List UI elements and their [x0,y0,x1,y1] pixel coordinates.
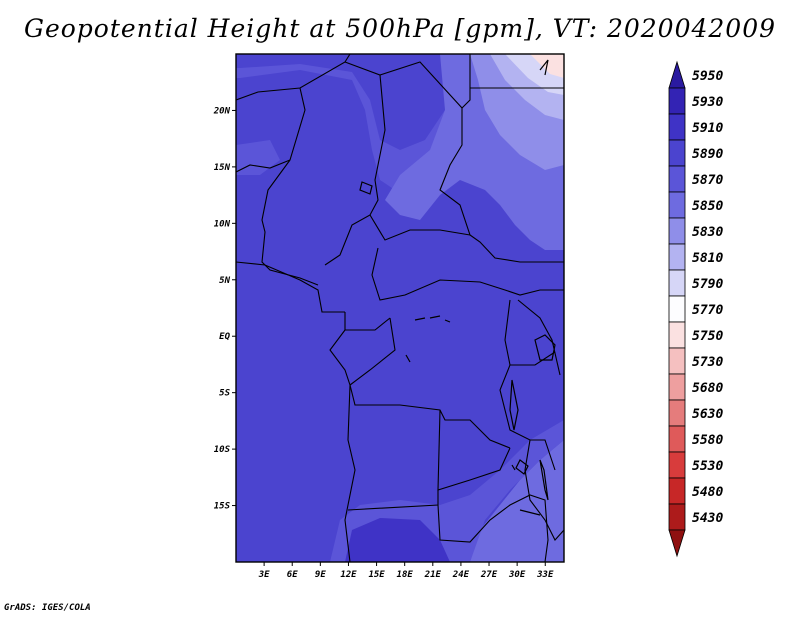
border-line [510,351,556,366]
colorbar-level-label: 5530 [692,459,723,474]
colorbar-cell [668,295,686,323]
colorbar: 5950 5930 5910 5890 5870 5850 5830 5810 5790 5770… [668,60,723,558]
border-line [329,329,511,449]
coastline [236,261,345,313]
colorbar-cell [668,113,686,141]
colorbar-level-label: 5950 [692,69,723,84]
colorbar-level-label: 5790 [692,277,723,292]
border-line [236,87,306,173]
height-field [236,54,564,562]
lat-tick-label: 15S [214,502,231,512]
colorbar-level-label: 5430 [692,511,723,526]
coastline [344,384,356,562]
lon-tick-label: 3E [258,570,270,580]
country-boundaries [236,54,564,562]
lon-tick-label: 9E [315,570,326,580]
lon-tick-label: 6E [287,570,298,580]
colorbar-cell [668,217,686,245]
colorbar-level-label: 5480 [692,485,723,500]
colorbar-cell [668,477,686,505]
lon-tick-label: 18E [397,570,414,580]
border-line [371,247,564,301]
colorbar-level-label: 5630 [692,407,723,422]
colorbar-level-label: 5730 [692,355,723,370]
lake-tanganyika [509,379,519,431]
border-line [437,409,511,491]
colorbar-cell [668,165,686,193]
colorbar-level-label: 5750 [692,329,723,344]
lake-malawi [539,459,549,501]
lat-tick-label: 5S [219,389,230,399]
border-line [437,494,549,562]
lon-tick-label: 12E [340,570,357,580]
border-line [517,299,561,376]
lat-tick-label: 5N [219,276,230,286]
lake-mweru [515,459,529,475]
colorbar-cell [668,191,686,219]
colorbar-level-label: 5910 [692,121,723,136]
lon-tick-label: 33E [536,570,554,580]
border-line [499,299,556,471]
border-line [369,214,471,241]
colorbar-level-label: 5870 [692,173,723,188]
lon-tick-label: 30E [508,570,526,580]
lakes [359,59,556,516]
colorbar-level-label: 5850 [692,199,723,214]
map-frame [235,53,565,563]
colorbar-cell [668,243,686,271]
colorbar-cell [668,373,686,401]
lake-chad [359,181,373,195]
axis-ticks: 20N 15N 10N 5N EQ 5S 10S 15S 3E 6E 9E 12E 15E 18E 21E 2… [213,106,554,580]
colorbar-top-triangle [668,60,686,89]
border-line [261,159,319,286]
colorbar-cell [668,269,686,297]
field-band-dark-south [345,518,450,562]
lon-tick-label: 27E [480,570,498,580]
colorbar-level-label: 5930 [692,95,723,110]
colorbar-level-label: 5680 [692,381,723,396]
colorbar-level-label: 5810 [692,251,723,266]
colorbar-level-label: 5580 [692,433,723,448]
field-band-mid [236,54,470,150]
colorbar-level-label: 5890 [692,147,723,162]
lat-tick-label: EQ [219,332,230,342]
border-line [344,312,391,331]
border-line [324,74,386,266]
colorbar-cell [668,425,686,453]
lon-tick-label: 21E [424,570,442,580]
border-line [461,54,471,109]
lat-tick-label: 20N [213,106,231,116]
river-congo [414,315,451,323]
colorbar-cell [668,451,686,479]
lat-tick-label: 10N [214,219,231,229]
colorbar-level-label: 5830 [692,225,723,240]
colorbar-cell [668,503,686,531]
lat-tick-label: 10S [214,445,231,455]
river-marks [405,59,549,363]
colorbar-bottom-triangle [668,529,686,558]
lat-tick-label: 15N [214,163,231,173]
grads-credit: GrADS: IGES/COLA [4,603,91,613]
colorbar-level-label: 5770 [692,303,723,318]
border-line [344,61,564,263]
lake-kariba [519,509,541,516]
lon-tick-label: 24E [452,570,470,580]
colorbar-cell [668,87,686,115]
colorbar-cell [668,139,686,167]
colorbar-cell [668,347,686,375]
lake-bangweulu [511,464,516,471]
colorbar-cell [668,321,686,349]
colorbar-cell [668,399,686,427]
border-line [349,317,396,386]
chart-title: Geopotential Height at 500hPa [gpm], VT:… [23,14,777,43]
lon-tick-label: 15E [368,570,385,580]
lake-victoria [534,334,556,361]
